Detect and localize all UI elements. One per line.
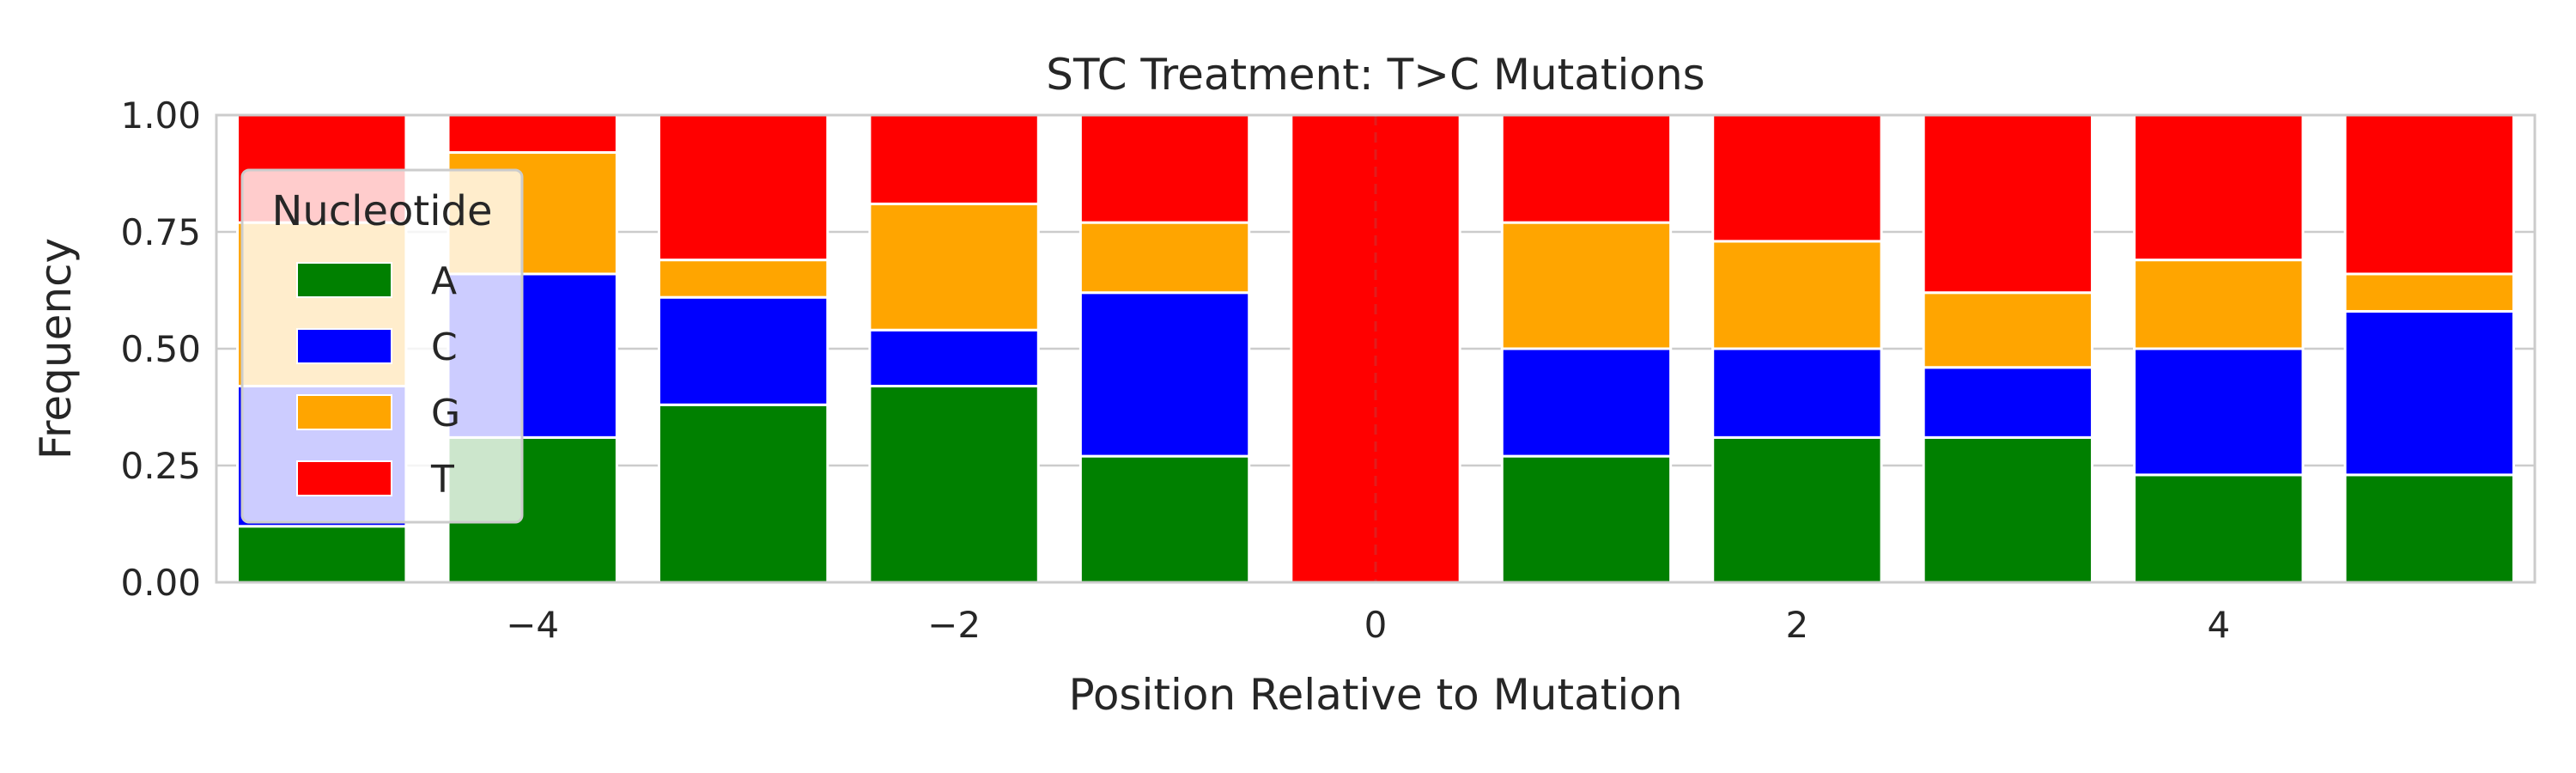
bar-segment-G — [2133, 259, 2305, 350]
bar-segment-G — [868, 202, 1040, 332]
bar-segment-C — [868, 328, 1040, 388]
bar-segment-C — [1922, 366, 2094, 439]
bar-segment-A — [868, 385, 1040, 584]
plot-frame — [215, 113, 2537, 584]
bar-segment-T — [2133, 113, 2305, 262]
bar-segment-A — [1922, 435, 2094, 584]
y-tick-label: 0.00 — [120, 562, 201, 604]
bar-segment-A — [1500, 454, 1673, 584]
bar-segment-G — [1922, 291, 2094, 369]
bar-segment-T — [2343, 113, 2515, 276]
bar-segment-C — [2133, 347, 2305, 477]
legend-swatch-T — [296, 460, 392, 496]
bar-segment-A — [657, 403, 829, 584]
bar-segment-G — [1078, 221, 1251, 295]
bar-segment-A — [1711, 435, 1883, 584]
legend-label-T: T — [430, 458, 454, 502]
y-tick-label: 0.25 — [120, 445, 201, 487]
x-tick-label: 2 — [1786, 604, 1809, 646]
x-tick-label: 4 — [2207, 604, 2230, 646]
bar-segment-T — [868, 113, 1040, 205]
x-tick-label: −2 — [927, 604, 981, 646]
bar-segment-C — [657, 295, 829, 406]
bar-segment-T — [1500, 113, 1673, 224]
y-axis-label: Frequency — [31, 238, 81, 460]
y-tick-label: 0.50 — [120, 328, 201, 370]
bar-segment-G — [657, 259, 829, 299]
x-axis-label: Position Relative to Mutation — [1068, 670, 1682, 720]
bar-segment-A — [2343, 473, 2515, 584]
legend-label-G: G — [431, 392, 460, 435]
x-tick-label: 0 — [1364, 604, 1388, 646]
legend-label-A: A — [431, 259, 457, 303]
legend-label-C: C — [431, 326, 458, 369]
bar-segment-T — [1711, 113, 1883, 243]
bar-segment-C — [1078, 291, 1251, 458]
y-tick-label: 1.00 — [120, 94, 201, 137]
bar-segment-C — [2343, 309, 2515, 477]
legend-title: Nucleotide — [271, 187, 492, 235]
bar-segment-T — [1078, 113, 1251, 224]
legend-swatch-C — [296, 328, 392, 364]
bar-segment-A — [2133, 473, 2305, 584]
bar-segment-T — [657, 113, 829, 262]
y-tick-label: 0.75 — [120, 211, 201, 253]
bar-segment-C — [1500, 347, 1673, 458]
bar-segment-A — [1078, 454, 1251, 584]
bar-segment-G — [1711, 240, 1883, 350]
chart-title: STC Treatment: T>C Mutations — [1046, 50, 1704, 100]
legend-swatch-A — [296, 262, 392, 298]
bar-segment-A — [236, 525, 408, 584]
bar-segment-G — [2343, 272, 2515, 313]
x-tick-label: −4 — [506, 604, 559, 646]
bar-segment-T — [447, 113, 618, 155]
tick-labels: −4 −2 0 2 4 0.00 0.25 0.50 0.75 1.00 — [120, 94, 2230, 646]
legend-swatch-G — [296, 394, 392, 430]
bar-segment-C — [1711, 347, 1883, 439]
bar-segment-T — [1922, 113, 2094, 295]
bar-segment-G — [1500, 221, 1673, 350]
